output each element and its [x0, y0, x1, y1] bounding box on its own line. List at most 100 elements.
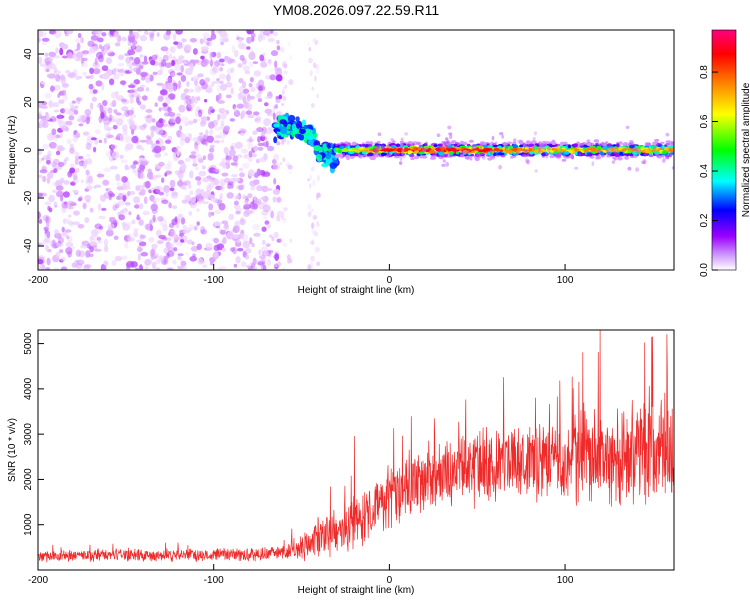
spectrogram-cell	[561, 158, 567, 162]
spectrogram-cell	[654, 138, 660, 142]
spectrogram-cell	[158, 161, 165, 167]
spectrogram-cell	[635, 148, 640, 152]
spectrogram-cell	[578, 143, 585, 146]
spectrogram-cell	[374, 154, 379, 158]
spectrogram-cell	[453, 143, 458, 147]
spectrogram-cell	[226, 68, 233, 74]
spectrogram-cell	[242, 196, 248, 200]
spectrogram-xtick-label: 100	[557, 275, 574, 286]
spectrogram-ytick-label: -40	[23, 238, 34, 253]
spectrogram-cell	[257, 79, 265, 88]
spectrogram-cell	[401, 153, 406, 159]
spectrogram-cell	[167, 111, 176, 117]
spectrogram-cell	[216, 267, 222, 270]
spectrogram-cell	[396, 148, 403, 153]
spectrogram-cell	[80, 57, 85, 64]
spectrogram-cell	[131, 107, 135, 115]
spectrogram-cell	[273, 153, 280, 161]
spectrogram-cell	[72, 189, 79, 193]
spectrogram-cell	[150, 32, 155, 36]
spectrogram-cell	[232, 178, 241, 182]
spectrogram-cell	[55, 74, 61, 82]
spectrogram-cell	[337, 153, 344, 157]
spectrogram-cell	[76, 259, 85, 266]
spectrogram-cell	[386, 154, 392, 157]
spectrogram-cell	[192, 118, 198, 124]
spectrogram-cell	[60, 194, 64, 202]
spectrogram-cell	[105, 150, 114, 158]
spectrogram-cell	[85, 199, 91, 204]
spectrogram-cell	[234, 49, 239, 58]
spectrogram-cell	[127, 84, 136, 89]
spectrogram-cell	[228, 59, 233, 65]
spectrogram-cell	[666, 155, 669, 159]
spectrogram-cell	[38, 192, 44, 198]
spectrogram-cell	[78, 155, 84, 160]
spectrogram-cell	[273, 136, 278, 144]
spectrogram-cell	[200, 108, 205, 114]
spectrogram-cell	[62, 218, 67, 225]
spectrogram-cell	[117, 54, 125, 61]
spectrogram-cell	[232, 155, 239, 162]
spectrogram-cell	[206, 135, 214, 143]
spectrogram-cell	[221, 139, 225, 144]
spectrogram-cell	[194, 96, 198, 104]
spectrogram-cell	[112, 205, 118, 211]
spectrogram-cell	[243, 200, 250, 205]
spectrogram-cell	[479, 146, 483, 150]
spectrogram-cell	[235, 256, 241, 264]
spectrogram-cell	[101, 65, 109, 72]
spectrogram-cell	[235, 210, 241, 215]
spectrogram-cell	[63, 180, 70, 185]
spectrogram-cell	[466, 155, 471, 161]
spectrogram-cell	[533, 145, 538, 150]
spectrogram-cell	[236, 247, 244, 252]
spectrogram-cell	[492, 144, 499, 148]
spectrogram-cell	[113, 31, 118, 38]
spectrogram-cell	[102, 100, 108, 107]
spectrogram-cell	[184, 227, 193, 232]
snr-xtick-label: 100	[557, 575, 574, 586]
spectrogram-cell	[507, 141, 512, 144]
spectrogram-cell	[274, 60, 278, 69]
spectrogram-cell	[194, 79, 198, 86]
spectrogram-cell	[195, 193, 203, 202]
spectrogram-cell	[308, 57, 313, 64]
spectrogram-cell	[85, 169, 90, 176]
spectrogram-cell	[121, 98, 127, 103]
spectrogram-cell	[214, 60, 221, 67]
spectrogram-cell	[276, 45, 281, 51]
spectrogram-cell	[545, 153, 549, 159]
spectrogram-cell	[65, 242, 74, 247]
spectrogram-cell	[623, 155, 628, 160]
spectrogram-cell	[260, 131, 266, 138]
spectrogram-cell	[164, 96, 171, 105]
spectrogram-cell	[164, 163, 171, 171]
spectrogram-cell	[133, 67, 139, 73]
spectrogram-cell	[268, 249, 274, 254]
colorbar: 0.0 0.2 0.4 0.6 0.8 Normalized spectral ampl…	[699, 29, 750, 277]
spectrogram-cell	[262, 204, 271, 213]
spectrogram-cell	[275, 196, 283, 204]
spectrogram-cell	[448, 132, 453, 136]
spectrogram-cell	[573, 143, 579, 148]
spectrogram-cell	[119, 210, 124, 215]
spectrogram-cell	[48, 99, 53, 108]
spectrogram-cell	[128, 211, 132, 216]
spectrogram-cell	[70, 181, 76, 186]
spectrogram-cell	[250, 87, 256, 92]
spectrogram-cell	[69, 202, 77, 206]
spectrogram-cell	[613, 148, 618, 153]
spectrogram-cell	[84, 194, 91, 202]
colorbar-tick-label: 0.0	[699, 263, 710, 277]
spectrogram-cell	[659, 146, 664, 150]
spectrogram-cell	[165, 190, 169, 197]
spectrogram-cell	[166, 243, 174, 249]
spectrogram-cell	[316, 221, 319, 226]
spectrogram-cell	[274, 103, 279, 109]
spectrogram-cell	[89, 67, 95, 75]
spectrogram-ylabel: Frequency (Hz)	[7, 116, 18, 185]
spectrogram-cell	[505, 144, 508, 149]
spectrogram-cell	[225, 81, 233, 88]
spectrogram-cell	[188, 211, 192, 216]
